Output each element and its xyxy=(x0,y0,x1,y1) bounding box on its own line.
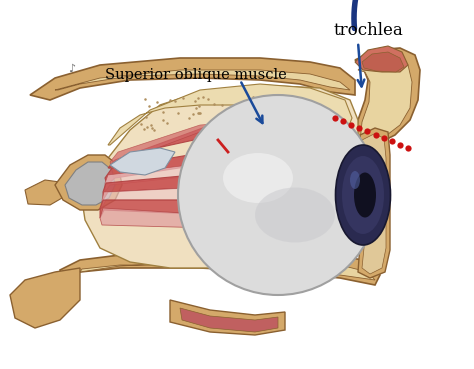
Polygon shape xyxy=(358,56,412,144)
Text: trochlea: trochlea xyxy=(333,22,403,39)
Text: Superior oblique muscle: Superior oblique muscle xyxy=(105,68,287,82)
Polygon shape xyxy=(60,252,380,285)
Polygon shape xyxy=(362,134,386,274)
Circle shape xyxy=(178,95,378,295)
Ellipse shape xyxy=(255,187,335,242)
Polygon shape xyxy=(110,148,175,175)
Polygon shape xyxy=(100,198,345,220)
Polygon shape xyxy=(180,308,278,332)
Ellipse shape xyxy=(354,172,376,217)
Polygon shape xyxy=(80,262,375,280)
Polygon shape xyxy=(65,162,115,205)
Polygon shape xyxy=(355,46,408,72)
Polygon shape xyxy=(102,184,347,208)
Text: ♪: ♪ xyxy=(68,64,75,74)
Ellipse shape xyxy=(223,153,293,203)
Polygon shape xyxy=(358,128,390,278)
Polygon shape xyxy=(25,180,62,205)
Polygon shape xyxy=(30,58,355,100)
Ellipse shape xyxy=(342,156,384,234)
Polygon shape xyxy=(55,70,350,90)
Polygon shape xyxy=(55,155,122,210)
Polygon shape xyxy=(328,132,358,155)
Polygon shape xyxy=(100,208,342,240)
Polygon shape xyxy=(10,268,80,328)
Polygon shape xyxy=(328,235,358,255)
Ellipse shape xyxy=(350,171,360,189)
Polygon shape xyxy=(170,300,285,335)
Polygon shape xyxy=(108,115,348,168)
Polygon shape xyxy=(103,170,348,200)
Ellipse shape xyxy=(336,145,391,245)
Polygon shape xyxy=(355,48,420,148)
Polygon shape xyxy=(105,145,350,185)
Polygon shape xyxy=(108,84,352,145)
Polygon shape xyxy=(105,158,350,192)
Polygon shape xyxy=(82,85,358,268)
Polygon shape xyxy=(362,52,404,72)
Polygon shape xyxy=(110,118,344,168)
